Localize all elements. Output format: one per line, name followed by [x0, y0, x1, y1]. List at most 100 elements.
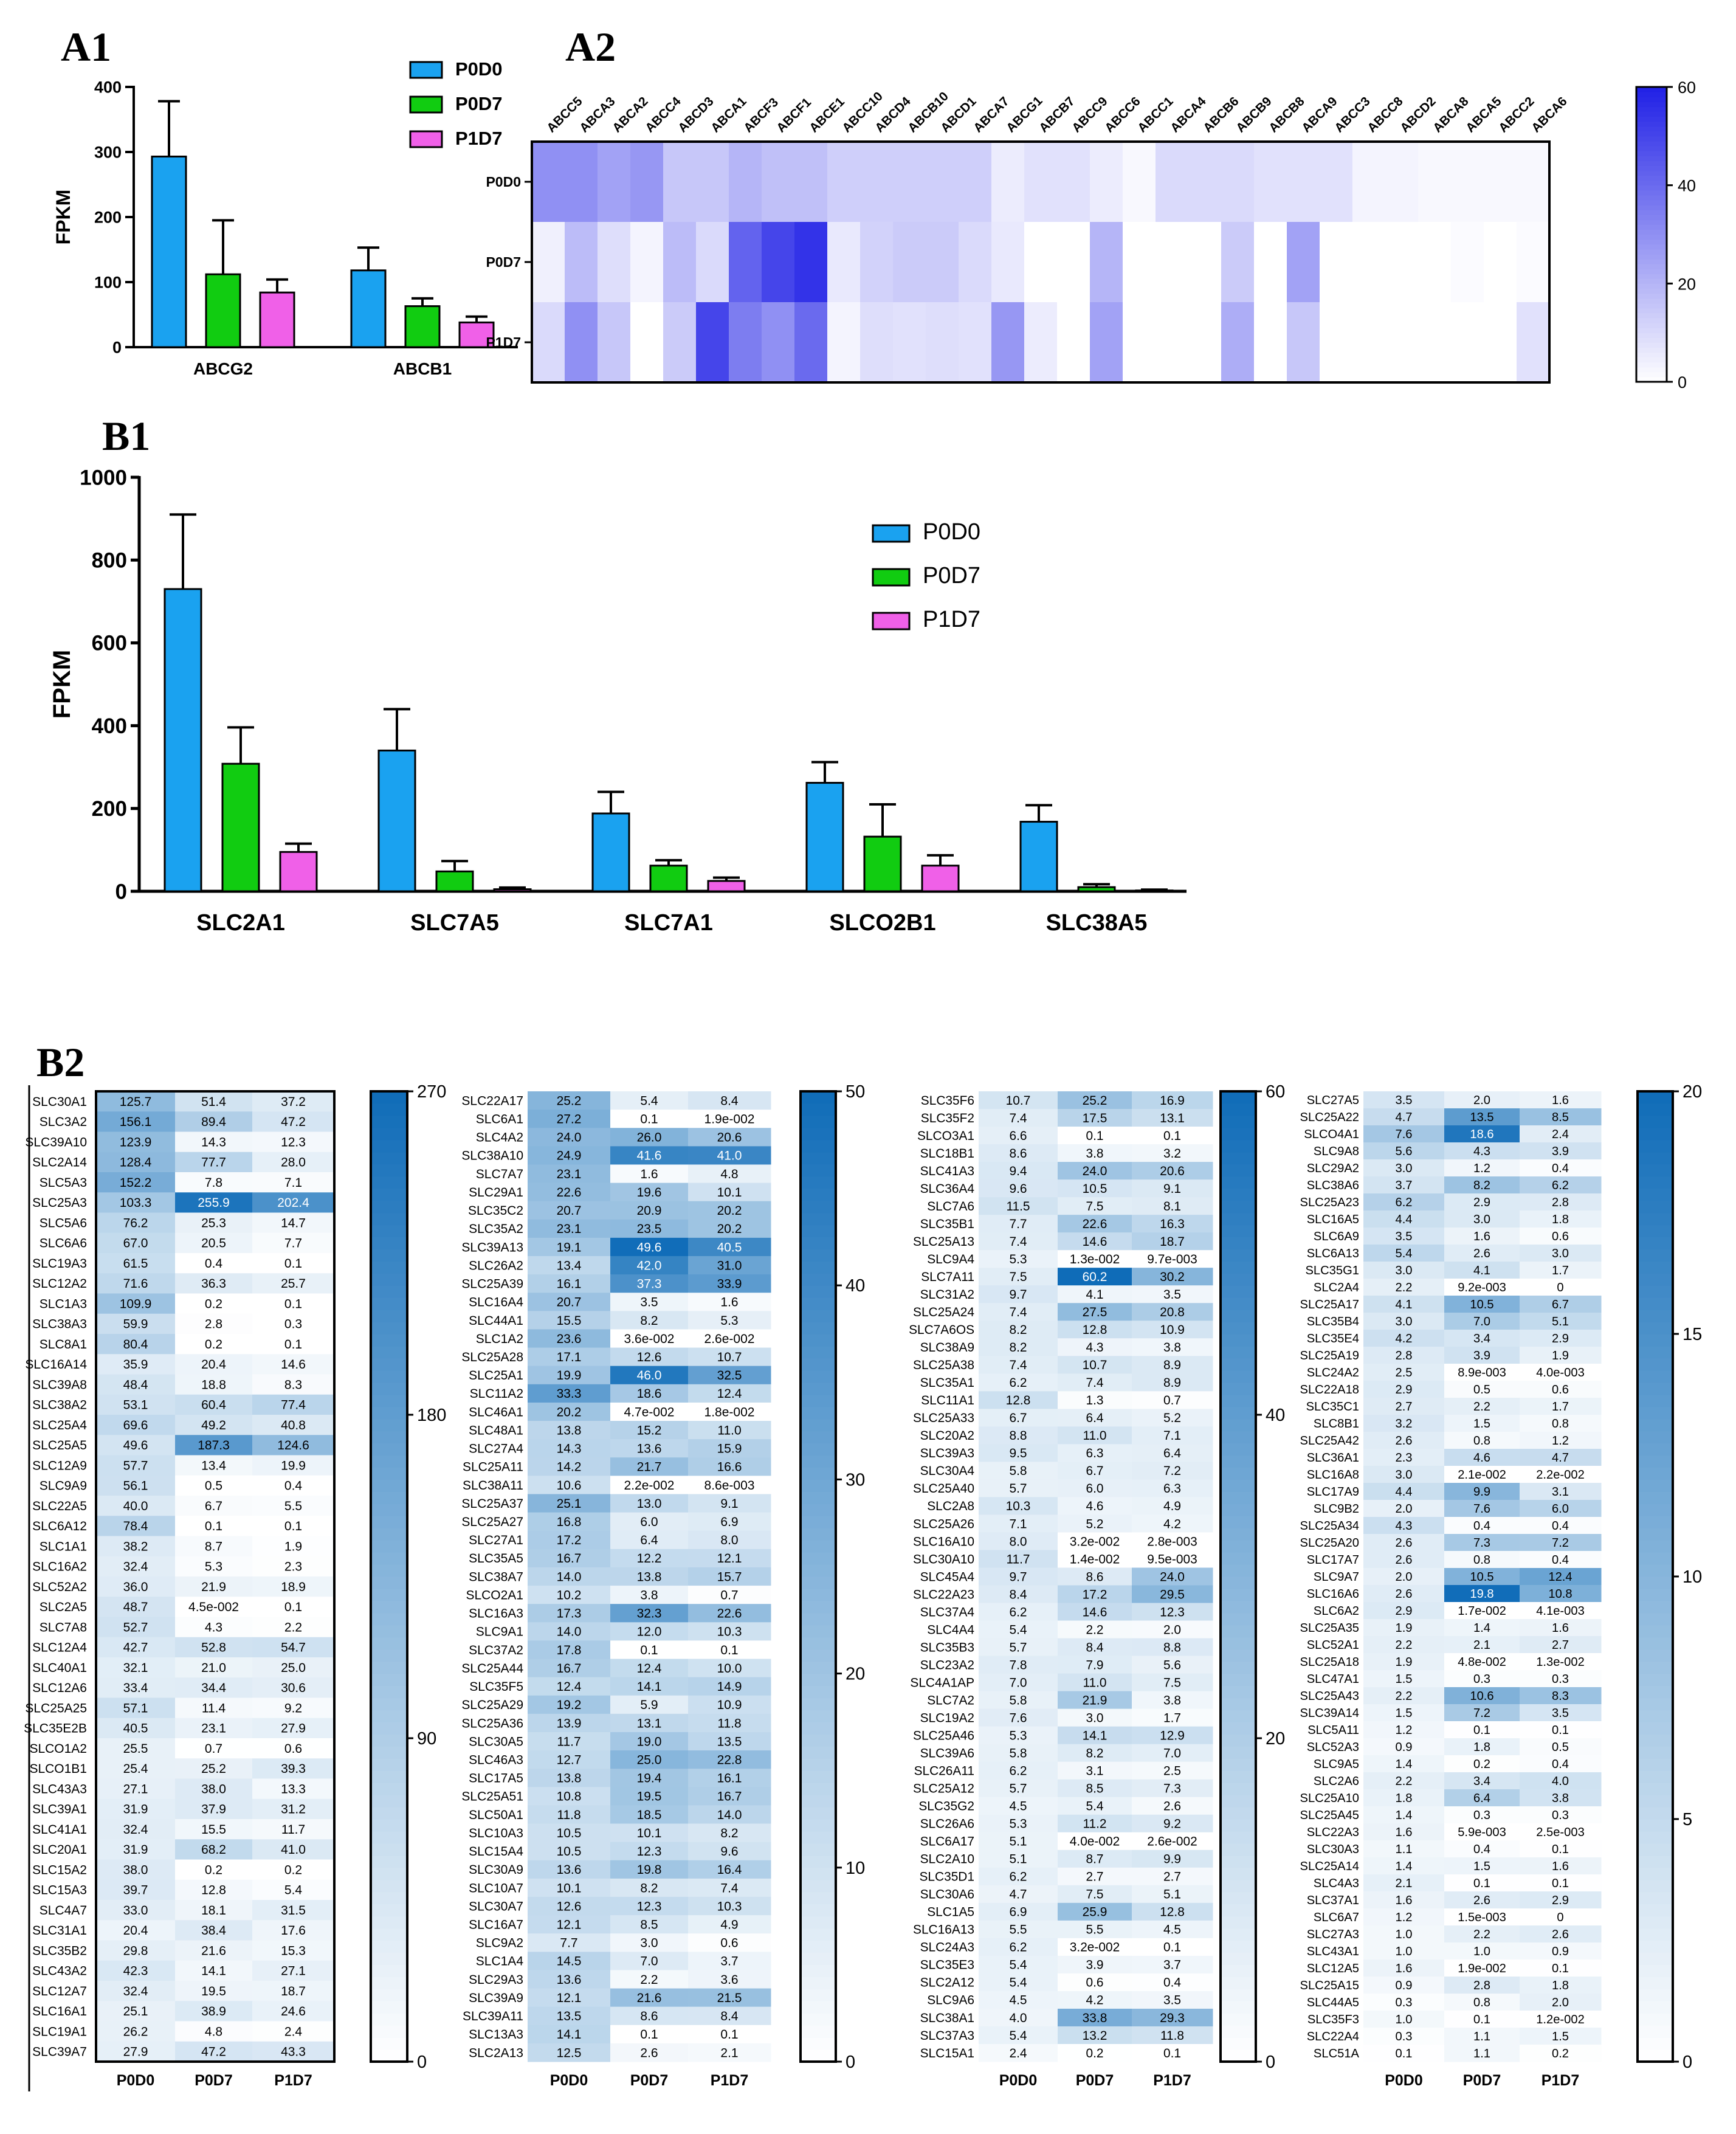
row-label-slc35b2: SLC35B2 — [32, 1944, 87, 1958]
heat-cell-slc25a39-p1d7 — [688, 1274, 771, 1293]
cell-value-slc8b1-p1d7: 0.8 — [1552, 1417, 1569, 1431]
cell-value-slc12a9-p0d7: 13.4 — [201, 1459, 226, 1473]
row-label-slc2a8: SLC2A8 — [927, 1499, 974, 1513]
cell-value-slc22a17-p0d0: 25.2 — [557, 1094, 582, 1108]
cell-value-slc25a33-p0d7: 6.4 — [1086, 1411, 1103, 1425]
heat-cell-slc9a1-p0d7 — [610, 1622, 689, 1641]
row-label-slc16a10: SLC16A10 — [913, 1535, 974, 1549]
colorbar-band — [371, 1977, 407, 1989]
heat-cell-slc7a2-p0d7 — [1058, 1691, 1132, 1710]
heat-cell-slco2a1-p0d0 — [528, 1586, 611, 1604]
heat-cell-p0d7-abca9 — [1287, 222, 1320, 303]
cell-value-slc16a3-p0d7: 32.3 — [637, 1607, 662, 1621]
cell-value-slc16a13-p0d0: 5.5 — [1009, 1923, 1027, 1937]
heat-cell-slc4a2-p0d0 — [528, 1128, 611, 1147]
row-label-slc25a33: SLC25A33 — [913, 1411, 974, 1425]
heat-cell-slc16a1-p0d0 — [96, 2001, 176, 2022]
cell-value-slc35b3-p1d7: 8.8 — [1163, 1640, 1181, 1654]
row-label-slc38a9: SLC38A9 — [920, 1341, 974, 1355]
heat-cell-slc2a14-p0d7 — [175, 1152, 253, 1173]
heat-cell-slc6a12-p0d7 — [175, 1516, 253, 1536]
heat-cell-slc37a1-p0d7 — [1444, 1891, 1520, 1909]
colorbar-band — [801, 1200, 836, 1214]
colorbar-tick-label: 180 — [417, 1406, 446, 1425]
heat-cell-slc9a8-p1d7 — [1520, 1142, 1602, 1160]
heat-cell-slc6a1-p0d7 — [610, 1110, 689, 1128]
colorbar-band — [801, 1261, 836, 1274]
heat-cell-slc25a28-p0d0 — [528, 1347, 611, 1367]
heat-cell-slc9a4-p0d0 — [979, 1250, 1058, 1268]
cell-value-slc25a14-p0d0: 1.4 — [1395, 1860, 1412, 1873]
heat-cell-slc22a23-p0d0 — [979, 1585, 1058, 1604]
cell-value-slc2a13-p0d7: 2.6 — [640, 2046, 658, 2060]
cell-value-slc3a2-p0d7: 89.4 — [201, 1115, 226, 1129]
colorbar-band — [801, 1237, 836, 1249]
cell-value-slc38a7-p0d0: 14.0 — [557, 1570, 582, 1584]
cell-value-slc30a1-p1d7: 37.2 — [281, 1095, 306, 1109]
cell-value-slc38a1-p1d7: 29.3 — [1160, 2011, 1185, 2025]
cell-value-slc7a2-p0d7: 21.9 — [1083, 1693, 1107, 1707]
cell-value-slc37a4-p0d0: 6.2 — [1009, 1605, 1027, 1619]
heat-cell-slc9a5-p0d7 — [1444, 1755, 1520, 1773]
colorbar-band — [1221, 1297, 1256, 1310]
heat-cell-slc1a5-p0d0 — [979, 1902, 1058, 1921]
cell-value-slc38a3-p0d0: 59.9 — [123, 1317, 148, 1331]
colorbar-band — [801, 1600, 836, 1614]
cell-value-slc25a29-p0d0: 19.2 — [557, 1698, 582, 1712]
row-label-slc25a12: SLC25A12 — [913, 1782, 974, 1796]
heat-cell-p1d7-abcb10 — [893, 302, 926, 383]
cell-value-slc25a1-p0d7: 46.0 — [637, 1369, 662, 1383]
y-tick-label: 300 — [94, 143, 122, 161]
heat-cell-slc30a6-p0d0 — [979, 1885, 1058, 1904]
cell-value-slc25a1-p1d7: 32.5 — [717, 1369, 742, 1383]
row-label-slc51a: SLC51A — [1314, 2047, 1360, 2060]
heat-cell-slc22a5-p1d7 — [252, 1496, 335, 1516]
heat-cell-slc1a2-p1d7 — [688, 1329, 771, 1348]
heat-cell-slc35e4-p1d7 — [1520, 1330, 1602, 1347]
cell-value-slc1a5-p0d7: 25.9 — [1083, 1905, 1107, 1919]
heat-cell-p0d7-abcd2 — [1385, 222, 1419, 303]
cell-value-slc25a34-p0d0: 4.3 — [1395, 1519, 1412, 1533]
heat-cell-slc47a1-p0d0 — [1363, 1670, 1445, 1688]
heat-cell-slc1a1-p0d7 — [175, 1536, 253, 1557]
colorbar-band — [371, 1576, 407, 1589]
cell-value-slc52a2-p0d0: 36.0 — [123, 1580, 148, 1594]
heat-cell-slc12a9-p0d0 — [96, 1455, 176, 1476]
row-label-slc4a3: SLC4A3 — [1314, 1877, 1359, 1890]
cell-value-slc25a28-p0d7: 12.6 — [637, 1350, 662, 1364]
bar-p0d0-slc38a5 — [1019, 821, 1058, 893]
row-label-slc25a43: SLC25A43 — [1300, 1690, 1360, 1703]
y-axis-label: FPKM — [49, 650, 75, 719]
row-label-slc25a10: SLC25A10 — [1300, 1792, 1360, 1805]
cell-value-slc1a4-p0d0: 14.5 — [557, 1955, 582, 1969]
row-label-p0d7: P0D7 — [486, 254, 521, 270]
row-label-slco1a2: SLCO1A2 — [29, 1742, 87, 1756]
heat-cell-slc17a5-p0d0 — [528, 1769, 611, 1787]
cell-value-slc35a2-p0d0: 23.1 — [557, 1222, 582, 1236]
column-label-p0d0: P0D0 — [117, 2072, 155, 2089]
cell-value-slc7a11-p1d7: 30.2 — [1160, 1270, 1185, 1284]
cell-value-slc43a3-p0d7: 38.0 — [201, 1782, 226, 1796]
heat-cell-slc7a7-p1d7 — [688, 1164, 771, 1184]
cell-value-slc46a3-p0d0: 12.7 — [557, 1753, 582, 1767]
cell-value-slc25a37-p1d7: 9.1 — [720, 1497, 738, 1511]
cell-value-slc25a33-p1d7: 5.2 — [1163, 1411, 1181, 1425]
colorbar-band — [371, 1685, 407, 1699]
heat-cell-p0d7-abcc6 — [1090, 222, 1123, 303]
heat-cell-slc25a13-p0d7 — [1058, 1232, 1132, 1251]
heat-cell-slc25a20-p0d7 — [1444, 1534, 1520, 1552]
heat-cell-slc39a1-p1d7 — [252, 1798, 335, 1820]
cell-value-slc25a38-p0d0: 7.4 — [1009, 1358, 1027, 1372]
heat-cell-slc35f5-p0d0 — [528, 1677, 611, 1696]
row-label-slc11a2: SLC11A2 — [470, 1387, 523, 1401]
cell-value-slc51a-p0d7: 1.1 — [1473, 2047, 1490, 2060]
category-label-slco2b1: SLCO2B1 — [829, 910, 935, 936]
y-tick-label: 0 — [115, 880, 127, 903]
colorbar-band — [1636, 146, 1667, 151]
heat-cell-slc25a28-p1d7 — [688, 1347, 771, 1367]
row-label-slco3a1: SLCO3A1 — [917, 1129, 974, 1143]
row-label-slc52a3: SLC52A3 — [1307, 1741, 1359, 1754]
cell-value-slc25a11-p0d0: 14.2 — [557, 1460, 582, 1474]
cell-value-slc25a4-p0d0: 69.6 — [123, 1418, 148, 1432]
cell-value-slc9a4-p0d7: 1.3e-002 — [1070, 1252, 1120, 1266]
